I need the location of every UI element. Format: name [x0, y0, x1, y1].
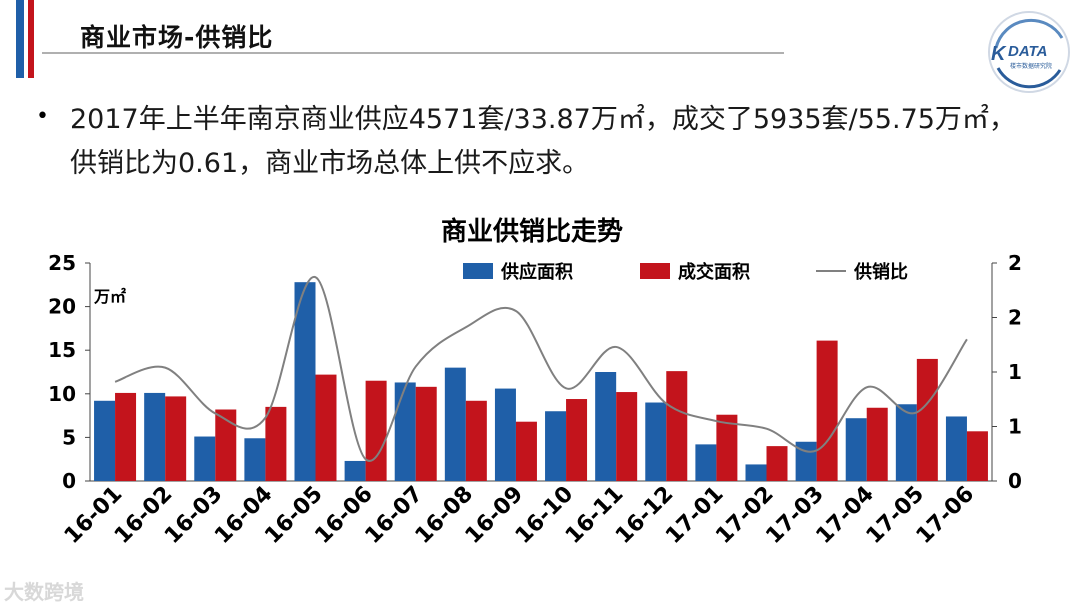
legend-deal-label: 成交面积	[678, 261, 750, 283]
logo-text: DATA	[1008, 43, 1047, 60]
supply-bar	[194, 436, 216, 481]
supply-bar	[695, 444, 717, 481]
deal-bar	[115, 392, 137, 481]
y-right-tick-label: 0	[1008, 469, 1022, 493]
supply-bar	[895, 404, 917, 481]
deal-bar	[415, 386, 437, 481]
title-divider	[42, 52, 784, 54]
deal-bar	[165, 396, 187, 481]
x-tick-labels: 16-0116-0216-0316-0416-0516-0616-0716-08…	[60, 482, 979, 549]
y-left-tick-label: 20	[48, 295, 76, 319]
chart-title: 商业供销比走势	[441, 216, 623, 247]
supply-bar	[444, 367, 466, 481]
deal-bar	[265, 406, 287, 481]
y-right-tick-label: 1	[1008, 360, 1022, 384]
deal-bar	[465, 400, 487, 481]
y-left-tick-label: 15	[48, 338, 76, 362]
logo-letter: K	[991, 43, 1007, 65]
y-left-tick-label: 5	[62, 425, 76, 449]
supply-bar	[244, 438, 266, 481]
deal-bar	[966, 431, 988, 481]
deal-bar	[716, 414, 738, 481]
supply-bar	[595, 372, 617, 481]
legend-supply-label: 供应面积	[500, 261, 573, 283]
deal-bar	[515, 421, 537, 481]
deal-bar	[866, 407, 888, 481]
y-right-tick-label: 2	[1008, 306, 1022, 330]
supply-bar	[344, 460, 366, 481]
footer-brand: 大数跨境	[4, 580, 84, 604]
supply-bar	[745, 464, 767, 481]
deal-bar	[215, 409, 237, 481]
supply-bar	[94, 400, 116, 481]
deal-bar	[916, 358, 938, 481]
accent-bar-red	[28, 0, 34, 78]
deal-bar	[315, 374, 337, 481]
ratio-line	[114, 276, 968, 462]
deal-bar	[666, 371, 688, 481]
deal-bar	[566, 399, 588, 481]
chart-axes: 0 5 10 15 20 25 0 1 1 2 2	[48, 251, 1022, 493]
supply-bar	[945, 416, 967, 481]
chart-legend: 供应面积 成交面积 供销比	[463, 261, 908, 283]
supply-bar	[545, 411, 567, 481]
legend-supply-swatch	[463, 263, 493, 279]
x-tick-label: 17-06	[912, 482, 979, 549]
bullet-marker: •	[36, 104, 49, 129]
y-right-tick-label: 1	[1008, 415, 1022, 439]
chart-bars	[94, 282, 988, 481]
y-left-tick-label: 25	[48, 251, 76, 275]
summary-text: 2017年上半年南京商业供应4571套/33.87万㎡，成交了5935套/55.…	[70, 104, 1016, 179]
kdata-logo: K DATA 楼市数据研究院	[988, 11, 1070, 93]
deal-bar	[365, 380, 387, 481]
supply-bar	[144, 392, 166, 481]
supply-bar	[845, 418, 867, 481]
supply-bar	[494, 388, 516, 481]
ratio-line-layer	[114, 276, 968, 462]
y-left-tick-label: 0	[62, 469, 76, 493]
y-left-tick-label: 10	[48, 382, 76, 406]
y-right-tick-label: 2	[1008, 251, 1022, 275]
supply-bar	[394, 382, 416, 481]
accent-bar-blue	[16, 0, 24, 78]
legend-deal-swatch	[640, 263, 670, 279]
supply-bar	[645, 402, 667, 481]
deal-bar	[816, 340, 838, 481]
supply-bar	[294, 282, 316, 481]
legend-ratio-label: 供销比	[853, 261, 908, 283]
deal-bar	[766, 446, 788, 481]
logo-subtext: 楼市数据研究院	[1010, 62, 1052, 70]
slide-title: 商业市场-供销比	[80, 23, 274, 52]
deal-bar	[616, 392, 638, 481]
y-unit-label: 万㎡	[93, 287, 126, 306]
